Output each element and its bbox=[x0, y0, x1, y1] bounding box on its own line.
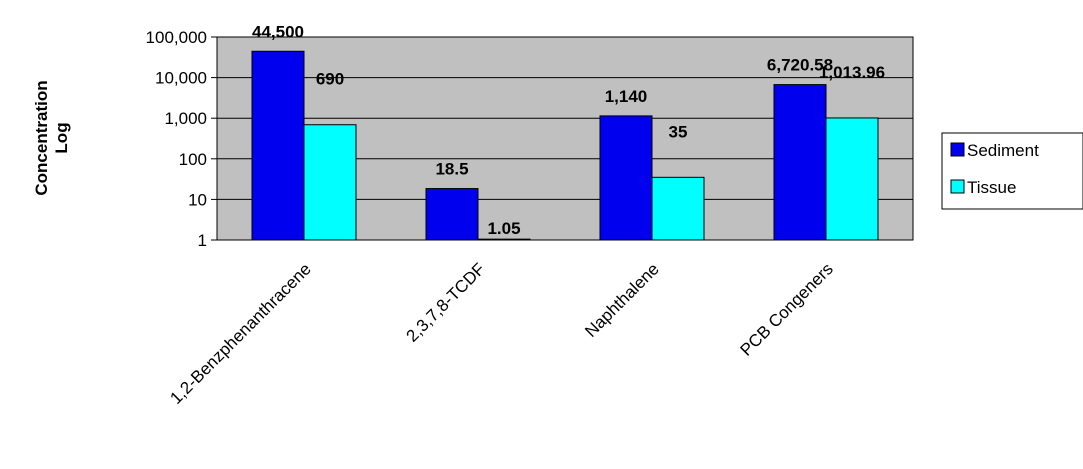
y-tick-labels: 1 10 100 1,000 10,000 100,000 bbox=[146, 28, 207, 250]
category-label: 2,3,7,8-TCDF bbox=[403, 259, 489, 345]
bar-sediment bbox=[773, 84, 827, 241]
y-tick-label: 100,000 bbox=[146, 28, 207, 47]
axes bbox=[211, 36, 218, 241]
category-label: PCB Congeners bbox=[737, 259, 837, 359]
legend: Sediment Tissue bbox=[941, 132, 1083, 210]
legend-swatch-tissue bbox=[950, 179, 965, 194]
legend-swatch-sediment bbox=[950, 142, 965, 157]
bars bbox=[251, 50, 879, 241]
y-tick-label: 10,000 bbox=[155, 69, 207, 88]
data-label-tissue: 1.05 bbox=[487, 219, 520, 238]
data-label-tissue: 1,013.96 bbox=[819, 63, 885, 82]
y-tick-label: 100 bbox=[179, 150, 207, 169]
category-label: 1,2-Benzphenanthracene bbox=[166, 259, 314, 407]
legend-label-sediment: Sediment bbox=[967, 141, 1039, 160]
y-axis-label-line2: Log bbox=[52, 122, 71, 153]
bar-tissue bbox=[303, 124, 357, 241]
bar-tissue bbox=[477, 238, 531, 241]
data-label-tissue: 690 bbox=[316, 70, 344, 89]
y-axis-label-line1: Concentration bbox=[32, 80, 51, 195]
data-label-sediment: 1,140 bbox=[605, 87, 648, 106]
y-tick-label: 1 bbox=[198, 231, 207, 250]
bar-tissue bbox=[651, 176, 705, 241]
data-label-sediment: 6,720.58 bbox=[767, 56, 833, 75]
data-labels: 44,500 690 18.5 1.05 1,140 35 6,720.581,013.96 bbox=[252, 22, 885, 238]
bar-sediment bbox=[425, 188, 479, 241]
data-label-sediment: 18.5 bbox=[435, 160, 468, 179]
y-tick-label: 10 bbox=[188, 190, 207, 209]
bar-sediment bbox=[599, 115, 653, 241]
category-labels: 1,2-Benzphenanthracene 2,3,7,8-TCDF Naphth… bbox=[166, 259, 836, 407]
y-tick-label: 1,000 bbox=[164, 109, 207, 128]
category-label: Naphthalene bbox=[581, 259, 663, 341]
legend-box bbox=[941, 132, 1083, 210]
legend-label-tissue: Tissue bbox=[967, 178, 1016, 197]
data-label-tissue: 35 bbox=[669, 122, 688, 141]
bar-sediment bbox=[251, 50, 305, 241]
data-label-sediment: 44,500 bbox=[252, 22, 304, 41]
bar-tissue bbox=[825, 117, 879, 241]
